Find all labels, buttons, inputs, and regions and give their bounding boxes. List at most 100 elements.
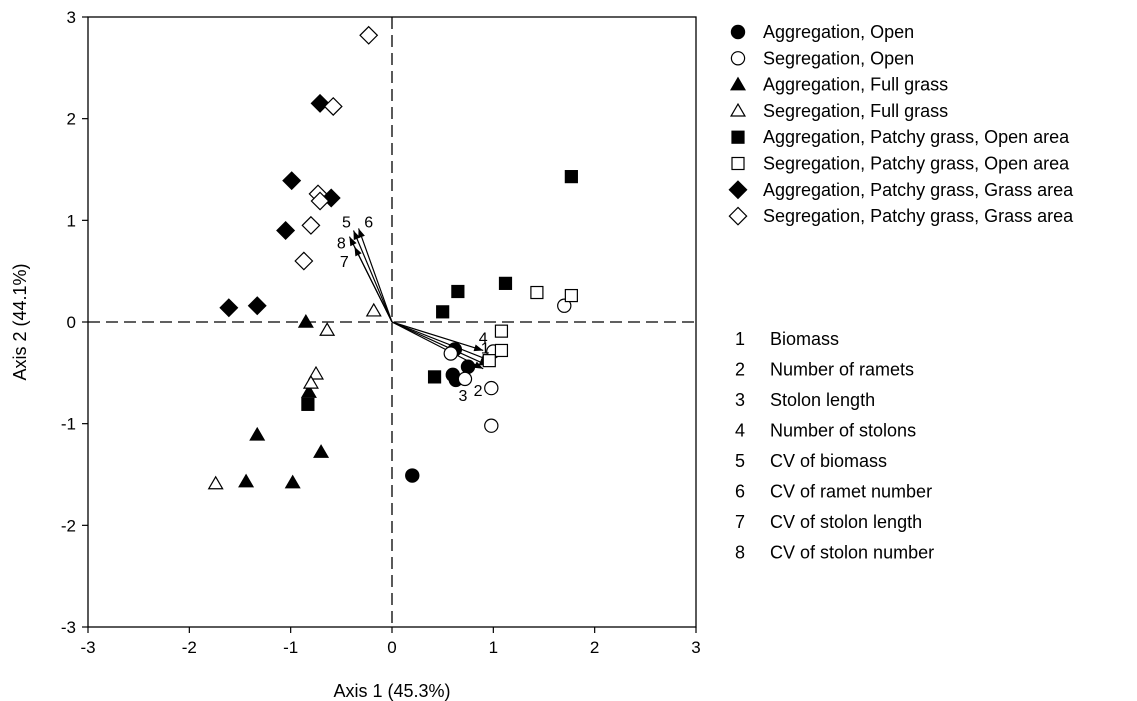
- vector-8: [348, 236, 393, 323]
- variable-name: CV of ramet number: [770, 482, 932, 502]
- x-axis-label: Axis 1 (45.3%): [333, 681, 450, 701]
- data-point: [427, 370, 442, 384]
- data-point: [443, 346, 458, 361]
- variable-name: CV of stolon number: [770, 543, 934, 563]
- x-tick-label: 2: [590, 638, 599, 657]
- variable-name: Number of ramets: [770, 360, 914, 380]
- legend-marker: [730, 51, 746, 66]
- variable-name: Stolon length: [770, 390, 875, 410]
- legend-label: Aggregation, Patchy grass, Grass area: [763, 180, 1074, 200]
- variable-number: 5: [735, 451, 745, 471]
- vector-label-7: 7: [340, 254, 349, 271]
- variable-number: 6: [735, 482, 745, 502]
- data-point: [436, 305, 450, 319]
- data-point: [247, 296, 267, 316]
- legend-marker: [730, 24, 746, 40]
- data-point: [557, 298, 572, 313]
- variable-number: 8: [735, 543, 745, 563]
- data-point: [301, 397, 315, 411]
- loading-vectors: [348, 228, 491, 370]
- variable-number: 3: [735, 390, 745, 410]
- vector-label-5: 5: [342, 214, 351, 231]
- vector-arrowhead-6: [358, 228, 365, 239]
- data-point: [484, 380, 499, 396]
- vector-4: [391, 321, 484, 352]
- vector-label-3: 3: [458, 388, 467, 405]
- x-tick-label: 3: [691, 638, 700, 657]
- legend-marker: [729, 76, 747, 91]
- data-point: [219, 298, 239, 318]
- data-point: [282, 171, 302, 191]
- legend-label: Aggregation, Full grass: [763, 75, 948, 95]
- legend-marker: [729, 102, 747, 117]
- data-point: [323, 96, 343, 116]
- data-point: [284, 474, 301, 489]
- data-point: [365, 302, 382, 317]
- vector-arrowhead-3: [473, 361, 484, 369]
- data-point: [238, 473, 255, 488]
- legend-label: Aggregation, Open: [763, 22, 914, 42]
- y-tick-label: 1: [67, 211, 76, 230]
- vector-arrowhead-4: [473, 344, 484, 352]
- series-3: [238, 313, 330, 489]
- legend-label: Segregation, Patchy grass, Grass area: [763, 206, 1074, 226]
- data-point: [494, 324, 509, 338]
- x-tick-label: 1: [489, 638, 498, 657]
- vector-label-4: 4: [479, 330, 488, 347]
- vector-label-2: 2: [474, 383, 483, 400]
- legend-label: Segregation, Full grass: [763, 101, 948, 121]
- data-point: [307, 365, 325, 380]
- data-point: [564, 170, 578, 184]
- data-point: [484, 418, 499, 433]
- vector-6: [357, 228, 393, 323]
- legend-label: Aggregation, Patchy grass, Open area: [763, 127, 1070, 147]
- vector-label-8: 8: [337, 236, 346, 253]
- y-tick-label: 2: [67, 110, 76, 129]
- variable-name: Biomass: [770, 329, 839, 349]
- data-point: [482, 354, 496, 368]
- series-6: [482, 285, 578, 368]
- data-point: [300, 384, 317, 398]
- x-tick-label: -2: [182, 638, 197, 657]
- vector-5: [352, 230, 393, 323]
- y-tick-label: -2: [61, 516, 76, 535]
- variables-legend: 1 Biomass 2 Number of ramets 3 Stolon length 4…: [735, 329, 934, 563]
- variable-number: 1: [735, 329, 745, 349]
- data-point: [319, 322, 336, 336]
- y-axis-label: Axis 2 (44.1%): [10, 263, 30, 380]
- x-tick-label: 0: [387, 638, 396, 657]
- series-legend: Aggregation, Open Segregation, Open Aggreg…: [728, 22, 1074, 226]
- vector-2: [391, 321, 489, 367]
- x-tick-label: -3: [80, 638, 95, 657]
- data-point: [294, 251, 314, 271]
- data-point: [310, 93, 330, 113]
- y-tick-label: -3: [61, 618, 76, 637]
- data-point: [313, 444, 330, 458]
- vector-label-1: 1: [481, 340, 490, 357]
- y-tick-label: -1: [61, 415, 76, 434]
- y-tick-label: 0: [67, 313, 76, 332]
- y-tick-label: 3: [67, 8, 76, 27]
- data-point: [207, 475, 224, 490]
- data-point: [302, 374, 319, 389]
- data-point: [457, 371, 473, 387]
- data-point: [359, 25, 379, 45]
- data-point: [310, 191, 330, 211]
- data-point: [276, 221, 296, 240]
- variable-number: 4: [735, 421, 745, 441]
- data-point: [249, 426, 266, 441]
- vector-arrowhead-8: [349, 236, 357, 247]
- variable-name: Number of stolons: [770, 421, 916, 441]
- vector-label-6: 6: [364, 214, 373, 231]
- variable-number: 7: [735, 512, 745, 532]
- data-point: [494, 343, 509, 358]
- series-8: [294, 25, 379, 271]
- data-point: [530, 285, 544, 300]
- vector-1: [391, 321, 491, 362]
- legend-marker: [728, 206, 748, 226]
- legend-marker: [728, 180, 748, 200]
- data-point: [405, 468, 420, 483]
- series-5: [301, 170, 578, 411]
- data-point: [564, 288, 578, 303]
